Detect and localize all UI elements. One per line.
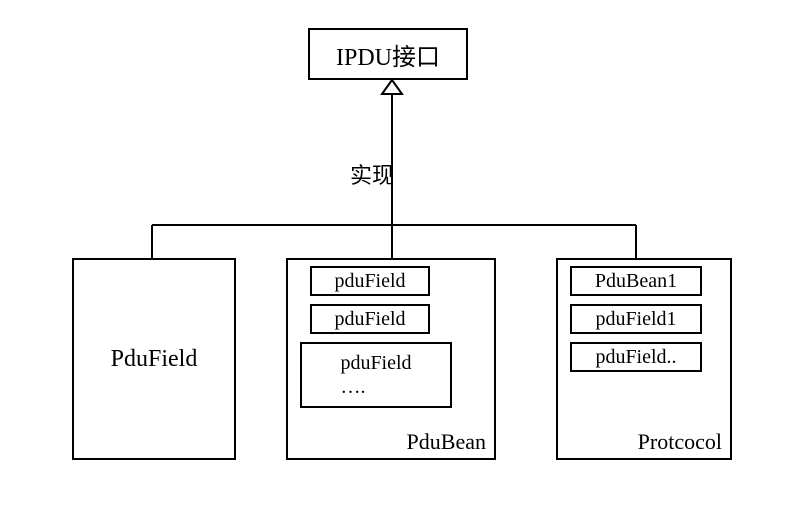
pdubean-label: PduBean: [407, 429, 486, 455]
protocol-inner-0: PduBean1: [570, 266, 702, 296]
pdubean-inner-1: pduField: [310, 304, 430, 334]
ipdu-interface-label: IPDU接口: [336, 37, 440, 72]
pdubean-inner-2: pduField ….: [300, 342, 452, 408]
protocol-label: Protcocol: [638, 429, 722, 455]
pdufield-label: PduField: [111, 346, 198, 373]
pdubean-inner-0: pduField: [310, 266, 430, 296]
protocol-inner-2: pduField..: [570, 342, 702, 372]
ipdu-interface-box: IPDU接口: [308, 28, 468, 80]
pdufield-box: PduField: [72, 258, 236, 460]
arrow-label: 实现: [350, 158, 394, 190]
protocol-inner-1: pduField1: [570, 304, 702, 334]
